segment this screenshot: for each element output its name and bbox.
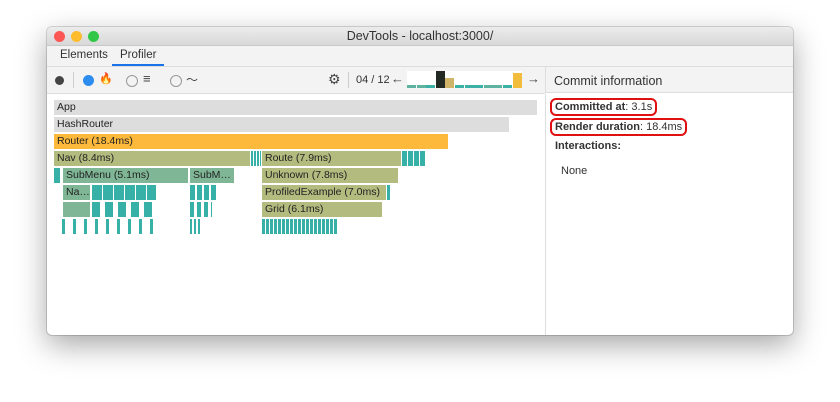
commit-bar[interactable]	[426, 85, 436, 88]
flame-node-unknown[interactable]: Unknown (7.8ms)	[262, 168, 398, 183]
flame-node[interactable]	[63, 202, 90, 217]
committed-at-value: 3.1s	[631, 101, 653, 113]
flame-node[interactable]	[190, 185, 216, 200]
commit-bar[interactable]	[483, 85, 493, 88]
commit-bar[interactable]	[512, 73, 522, 88]
devtools-window: DevTools - localhost:3000/ Elements Prof…	[47, 27, 793, 335]
commit-selector[interactable]	[407, 71, 522, 88]
commit-bar[interactable]	[416, 85, 426, 88]
flame-node-profiledexample[interactable]: ProfiledExample (7.0ms)	[262, 185, 386, 200]
flame-node-nav[interactable]: Nav (8.4ms)	[54, 151, 250, 166]
flame-node-na[interactable]: Na…	[63, 185, 90, 200]
render-duration-label: Render duration	[555, 121, 640, 133]
flame-node-subm[interactable]: SubM…	[190, 168, 234, 183]
flame-node[interactable]	[190, 219, 200, 234]
record-icon[interactable]	[55, 76, 64, 85]
interactions-radio[interactable]	[170, 75, 182, 87]
flame-node-submenu[interactable]: SubMenu (5.1ms)	[63, 168, 188, 183]
flame-node[interactable]	[262, 219, 337, 234]
commit-bar[interactable]	[503, 85, 512, 88]
flame-node-app[interactable]: App	[54, 100, 537, 115]
flame-node-grid[interactable]: Grid (6.1ms)	[262, 202, 382, 217]
tab-elements[interactable]: Elements	[60, 49, 108, 61]
commit-counter: 04 / 12	[356, 74, 390, 86]
title-bar: DevTools - localhost:3000/	[47, 27, 793, 46]
commit-info-panel: Committed at: 3.1s Render duration: 18.4…	[545, 94, 793, 335]
interactions-value: None	[561, 165, 588, 177]
flame-node[interactable]	[92, 202, 156, 217]
minimize-button[interactable]	[71, 31, 82, 42]
commit-info-header: Commit information	[545, 67, 793, 93]
render-duration: Render duration: 18.4ms	[550, 118, 688, 136]
flame-node[interactable]	[190, 202, 212, 217]
commit-bar[interactable]	[474, 85, 484, 88]
arrow-right-icon[interactable]: →	[527, 71, 540, 86]
commit-bar[interactable]	[455, 85, 464, 88]
flame-node-router[interactable]: Router (18.4ms)	[54, 134, 448, 149]
flame-icon: 🔥	[99, 73, 113, 85]
flame-node[interactable]	[62, 219, 157, 234]
flame-node[interactable]	[387, 185, 390, 200]
maximize-button[interactable]	[88, 31, 99, 42]
commit-bar[interactable]	[435, 71, 445, 88]
flamegraph-radio[interactable]	[83, 75, 94, 86]
render-duration-value: 18.4ms	[646, 121, 683, 133]
interactions-label: Interactions:	[555, 140, 622, 152]
commit-bar[interactable]	[445, 78, 455, 88]
ranked-radio[interactable]	[126, 75, 138, 87]
flame-node[interactable]	[54, 168, 60, 183]
flame-node[interactable]	[402, 151, 426, 166]
divider	[348, 72, 349, 88]
committed-at-label: Committed at	[555, 101, 626, 113]
flame-node-hashrouter[interactable]: HashRouter	[54, 117, 509, 132]
flame-node[interactable]	[251, 151, 261, 166]
interactions-icon: 〜	[186, 73, 199, 87]
commit-bar[interactable]	[493, 85, 503, 88]
commit-bar[interactable]	[407, 85, 416, 88]
commit-bar[interactable]	[464, 85, 474, 88]
arrow-left-icon[interactable]: ←	[391, 71, 404, 86]
tab-bar: Elements Profiler	[47, 46, 793, 67]
profiler-toolbar: 🔥 ≡ 〜 ⚙ 04 / 12 ← →	[47, 67, 545, 94]
flame-graph: App HashRouter Router (18.4ms) Nav (8.4m…	[47, 94, 545, 335]
committed-at: Committed at: 3.1s	[550, 98, 658, 116]
close-button[interactable]	[54, 31, 65, 42]
tab-profiler[interactable]: Profiler	[112, 49, 165, 66]
window-title: DevTools - localhost:3000/	[346, 29, 494, 43]
flame-node-route[interactable]: Route (7.9ms)	[262, 151, 401, 166]
gear-icon[interactable]: ⚙	[328, 71, 341, 87]
ranked-icon: ≡	[143, 71, 151, 86]
divider	[73, 72, 74, 88]
flame-node[interactable]	[92, 185, 156, 200]
